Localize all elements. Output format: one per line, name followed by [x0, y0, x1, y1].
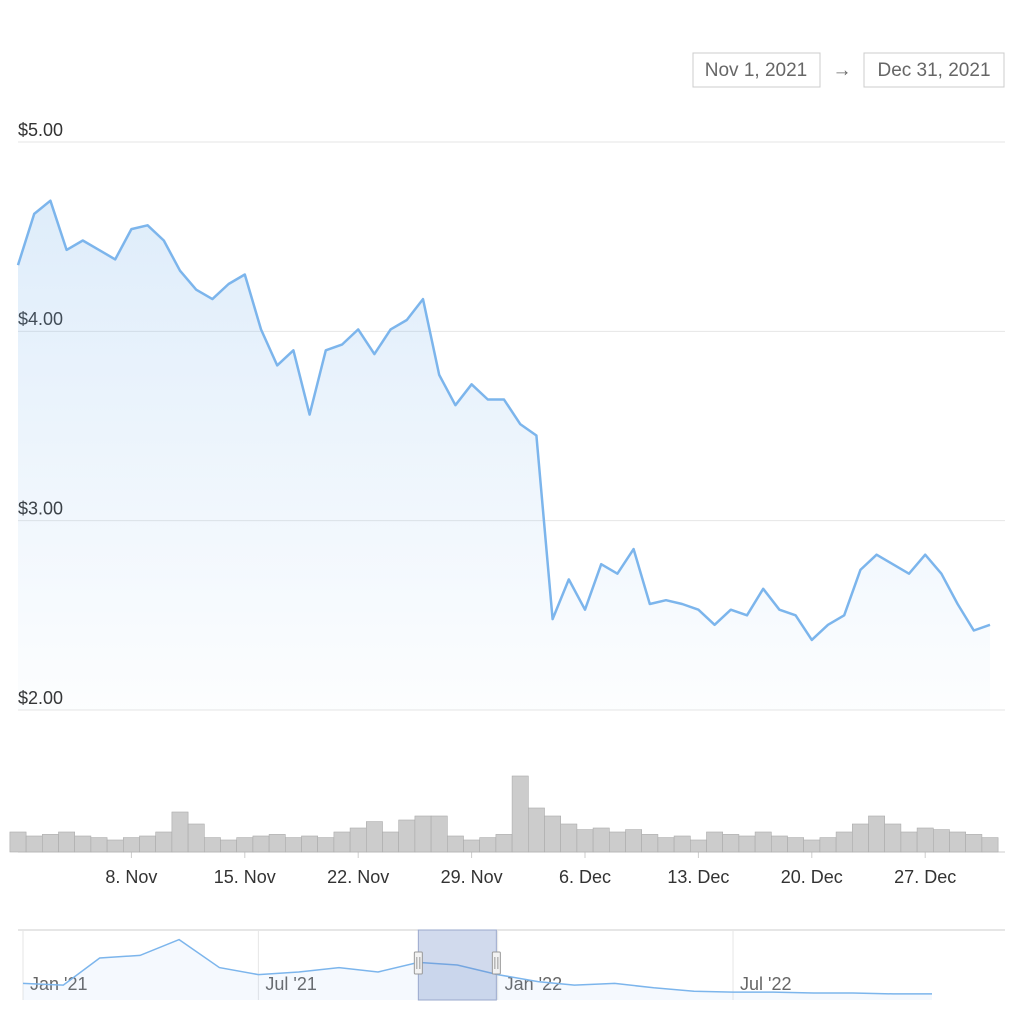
- y-tick-label: $5.00: [18, 120, 63, 140]
- range-separator: →: [833, 60, 852, 81]
- volume-bar: [204, 837, 221, 853]
- volume-bar: [965, 834, 983, 853]
- volume-bar: [155, 831, 173, 853]
- volume-bar: [770, 835, 788, 853]
- volume-bar: [58, 831, 76, 853]
- volume-bar: [446, 835, 464, 853]
- price-line: [16, 199, 991, 642]
- volume-bar: [236, 837, 254, 853]
- nav-tick-label: Jul '22: [740, 974, 791, 994]
- volume-bar: [706, 831, 724, 853]
- volume-bar: [495, 834, 513, 853]
- volume-bar: [220, 839, 238, 853]
- volume-bar: [90, 837, 108, 853]
- volume-bar: [171, 811, 189, 853]
- nav-handle[interactable]: [491, 951, 501, 975]
- volume-bar: [349, 827, 367, 853]
- nav-selection[interactable]: [417, 929, 497, 1001]
- volume-bar: [123, 837, 140, 853]
- volume-bar: [900, 831, 918, 853]
- volume-bar: [106, 839, 124, 853]
- volume-bar: [625, 829, 643, 853]
- range-to-box[interactable]: [863, 52, 1005, 88]
- volume-bar: [284, 837, 302, 853]
- range-to[interactable]: Dec 31, 2021: [877, 60, 990, 81]
- x-tick-label: 20. Dec: [781, 867, 843, 887]
- volume-bar: [430, 815, 448, 853]
- volume-bar: [252, 835, 270, 853]
- volume-bar: [657, 837, 675, 853]
- volume-bar: [641, 834, 659, 853]
- x-tick-label: 6. Dec: [559, 867, 611, 887]
- nav-tick-label: Jan '21: [30, 974, 87, 994]
- volume-bar: [414, 815, 432, 853]
- volume-bar: [673, 835, 691, 853]
- nav-handle[interactable]: [413, 951, 423, 975]
- x-tick-label: 27. Dec: [894, 867, 956, 887]
- x-tick-label: 8. Nov: [105, 867, 157, 887]
- volume-bar: [365, 821, 383, 853]
- volume-bar: [187, 823, 205, 853]
- volume-bar: [398, 819, 416, 853]
- volume-bar: [301, 835, 319, 853]
- price-area: [18, 200, 990, 710]
- volume-bar: [41, 834, 59, 853]
- volume-bar: [981, 837, 999, 853]
- volume-bar: [560, 823, 578, 853]
- x-tick-label: 29. Nov: [441, 867, 503, 887]
- volume-bar: [317, 837, 335, 853]
- volume-bar: [851, 823, 869, 853]
- volume-bar: [722, 834, 740, 853]
- volume-bar: [333, 831, 351, 853]
- nav-line: [22, 938, 932, 995]
- volume-bar: [787, 837, 805, 853]
- volume-bar: [74, 835, 92, 853]
- volume-bar: [544, 815, 562, 853]
- x-tick-label: 13. Dec: [667, 867, 729, 887]
- volume-bar: [949, 831, 967, 853]
- volume-bar: [884, 823, 902, 853]
- volume-bar: [608, 831, 626, 853]
- volume-bar: [932, 829, 950, 853]
- volume-bar: [139, 835, 157, 853]
- volume-bar: [835, 831, 853, 853]
- range-from-box[interactable]: [692, 52, 821, 88]
- x-tick-label: 22. Nov: [327, 867, 389, 887]
- volume-bar: [527, 807, 545, 853]
- volume-bar: [689, 839, 707, 853]
- volume-bar: [592, 827, 610, 853]
- volume-bar: [819, 837, 837, 853]
- volume-bar: [738, 835, 756, 853]
- range-from[interactable]: Nov 1, 2021: [705, 60, 807, 81]
- volume-bar: [511, 775, 529, 853]
- volume-bar: [25, 835, 43, 853]
- volume-bar: [9, 831, 27, 853]
- volume-bar: [382, 831, 400, 853]
- nav-tick-label: Jul '21: [265, 974, 316, 994]
- volume-bar: [463, 839, 481, 853]
- volume-bar: [754, 831, 772, 853]
- volume-bar: [803, 839, 821, 853]
- volume-bar: [268, 834, 286, 853]
- x-tick-label: 15. Nov: [214, 867, 276, 887]
- volume-bar: [479, 837, 497, 853]
- volume-bar: [916, 827, 934, 853]
- volume-bar: [868, 815, 886, 853]
- volume-bar: [576, 829, 594, 853]
